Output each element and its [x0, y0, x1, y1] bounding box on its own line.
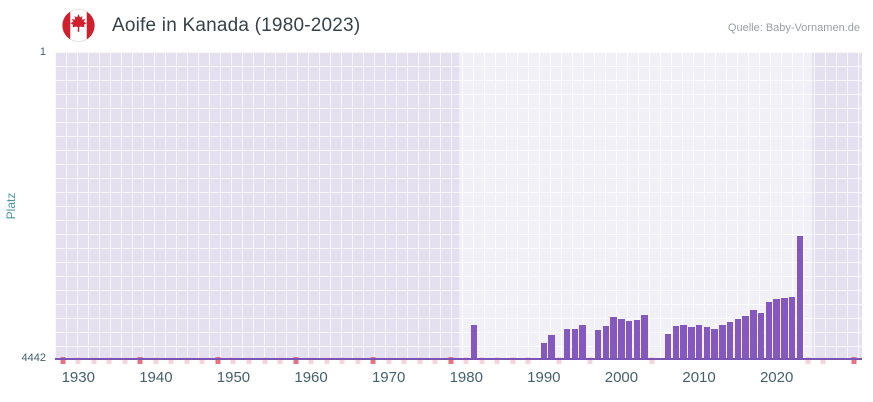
y-tick-min: 4442	[21, 352, 46, 364]
no-data-marker	[510, 357, 516, 364]
rank-bar[interactable]	[633, 319, 641, 360]
no-data-marker	[417, 357, 423, 364]
no-data-marker	[246, 357, 252, 364]
no-data-marker	[525, 357, 531, 364]
rank-bar[interactable]	[734, 318, 742, 360]
no-data-marker	[820, 357, 826, 364]
no-data-marker	[851, 357, 857, 364]
no-data-marker	[91, 357, 97, 364]
no-data-marker	[494, 357, 500, 364]
rank-bar[interactable]	[726, 322, 734, 360]
x-tick-label: 2020	[759, 369, 794, 386]
no-data-marker	[339, 357, 345, 364]
rank-bar[interactable]	[742, 316, 749, 360]
x-tick-label: 1990	[527, 369, 561, 386]
no-data-marker	[479, 357, 485, 364]
plot-area	[55, 52, 862, 364]
no-data-marker	[324, 357, 330, 364]
no-data-marker	[122, 357, 128, 364]
x-tick-label: 1960	[294, 369, 328, 386]
no-data-marker	[277, 357, 283, 364]
rank-bar[interactable]	[765, 301, 773, 360]
rank-bar[interactable]	[695, 324, 703, 360]
no-data-marker	[153, 357, 159, 364]
bar-series	[55, 52, 862, 360]
y-tick-max: 1	[39, 46, 46, 58]
rank-bar[interactable]	[664, 333, 672, 360]
no-data-marker	[649, 357, 655, 364]
no-data-marker	[262, 357, 267, 364]
rank-bar[interactable]	[618, 318, 625, 360]
rank-bar[interactable]	[548, 334, 555, 360]
no-data-marker	[308, 357, 314, 364]
no-data-marker	[432, 357, 438, 364]
rank-bar[interactable]	[788, 297, 796, 360]
x-tick-label: 1940	[139, 369, 173, 386]
no-data-marker	[230, 357, 236, 364]
x-axis-line	[55, 358, 862, 360]
no-data-marker	[448, 357, 454, 364]
x-tick-label: 1950	[216, 369, 251, 386]
x-tick-label: 2010	[682, 369, 716, 386]
rank-bar[interactable]	[750, 309, 757, 360]
no-data-marker	[215, 357, 221, 364]
page-title: Aoife in Kanada (1980-2023)	[112, 15, 361, 36]
rank-bar[interactable]	[757, 312, 765, 360]
no-data-marker	[805, 357, 811, 364]
rank-bar[interactable]	[594, 330, 602, 360]
no-data-marker	[463, 357, 469, 364]
no-data-marker	[370, 357, 376, 364]
rank-bar[interactable]	[680, 325, 687, 360]
no-data-marker	[386, 357, 392, 364]
rank-bar[interactable]	[781, 298, 788, 360]
no-data-marker-row	[55, 52, 862, 364]
no-data-marker	[137, 357, 143, 364]
no-data-marker	[75, 357, 81, 364]
no-data-marker	[168, 357, 174, 364]
rank-bar[interactable]	[610, 316, 617, 360]
no-data-marker	[556, 357, 562, 364]
rank-bar[interactable]	[641, 315, 648, 360]
rank-bar[interactable]	[571, 328, 579, 360]
canada-flag-icon	[62, 9, 95, 42]
no-data-marker	[184, 357, 190, 364]
rank-bar[interactable]	[563, 329, 571, 360]
no-data-marker	[106, 357, 112, 364]
rank-bar[interactable]	[602, 325, 610, 360]
no-data-marker	[293, 357, 299, 364]
x-tick-label: 1970	[371, 369, 406, 386]
grid-lines	[55, 52, 862, 360]
rank-bar[interactable]	[711, 328, 718, 360]
rank-bar[interactable]	[470, 324, 478, 360]
no-data-marker	[60, 357, 66, 364]
rank-bar[interactable]	[703, 326, 711, 360]
rank-bar[interactable]	[773, 298, 780, 360]
rank-bar[interactable]	[579, 324, 586, 360]
rank-bar[interactable]	[719, 325, 726, 360]
rank-bar[interactable]	[540, 342, 548, 360]
x-tick-label: 1980	[449, 369, 483, 386]
y-axis-title: Platz	[4, 192, 18, 220]
no-data-marker	[587, 357, 593, 364]
no-data-marker	[401, 357, 407, 364]
source-credit: Quelle: Baby-Vornamen.de	[727, 22, 860, 34]
x-tick-label: 2000	[604, 369, 639, 386]
x-tick-label: 1930	[61, 369, 95, 386]
rank-bar[interactable]	[625, 321, 633, 360]
rank-bar[interactable]	[688, 327, 695, 360]
no-data-marker	[355, 357, 361, 364]
rank-bar[interactable]	[672, 325, 680, 360]
rank-bar[interactable]	[796, 235, 804, 360]
no-data-marker	[199, 357, 205, 364]
